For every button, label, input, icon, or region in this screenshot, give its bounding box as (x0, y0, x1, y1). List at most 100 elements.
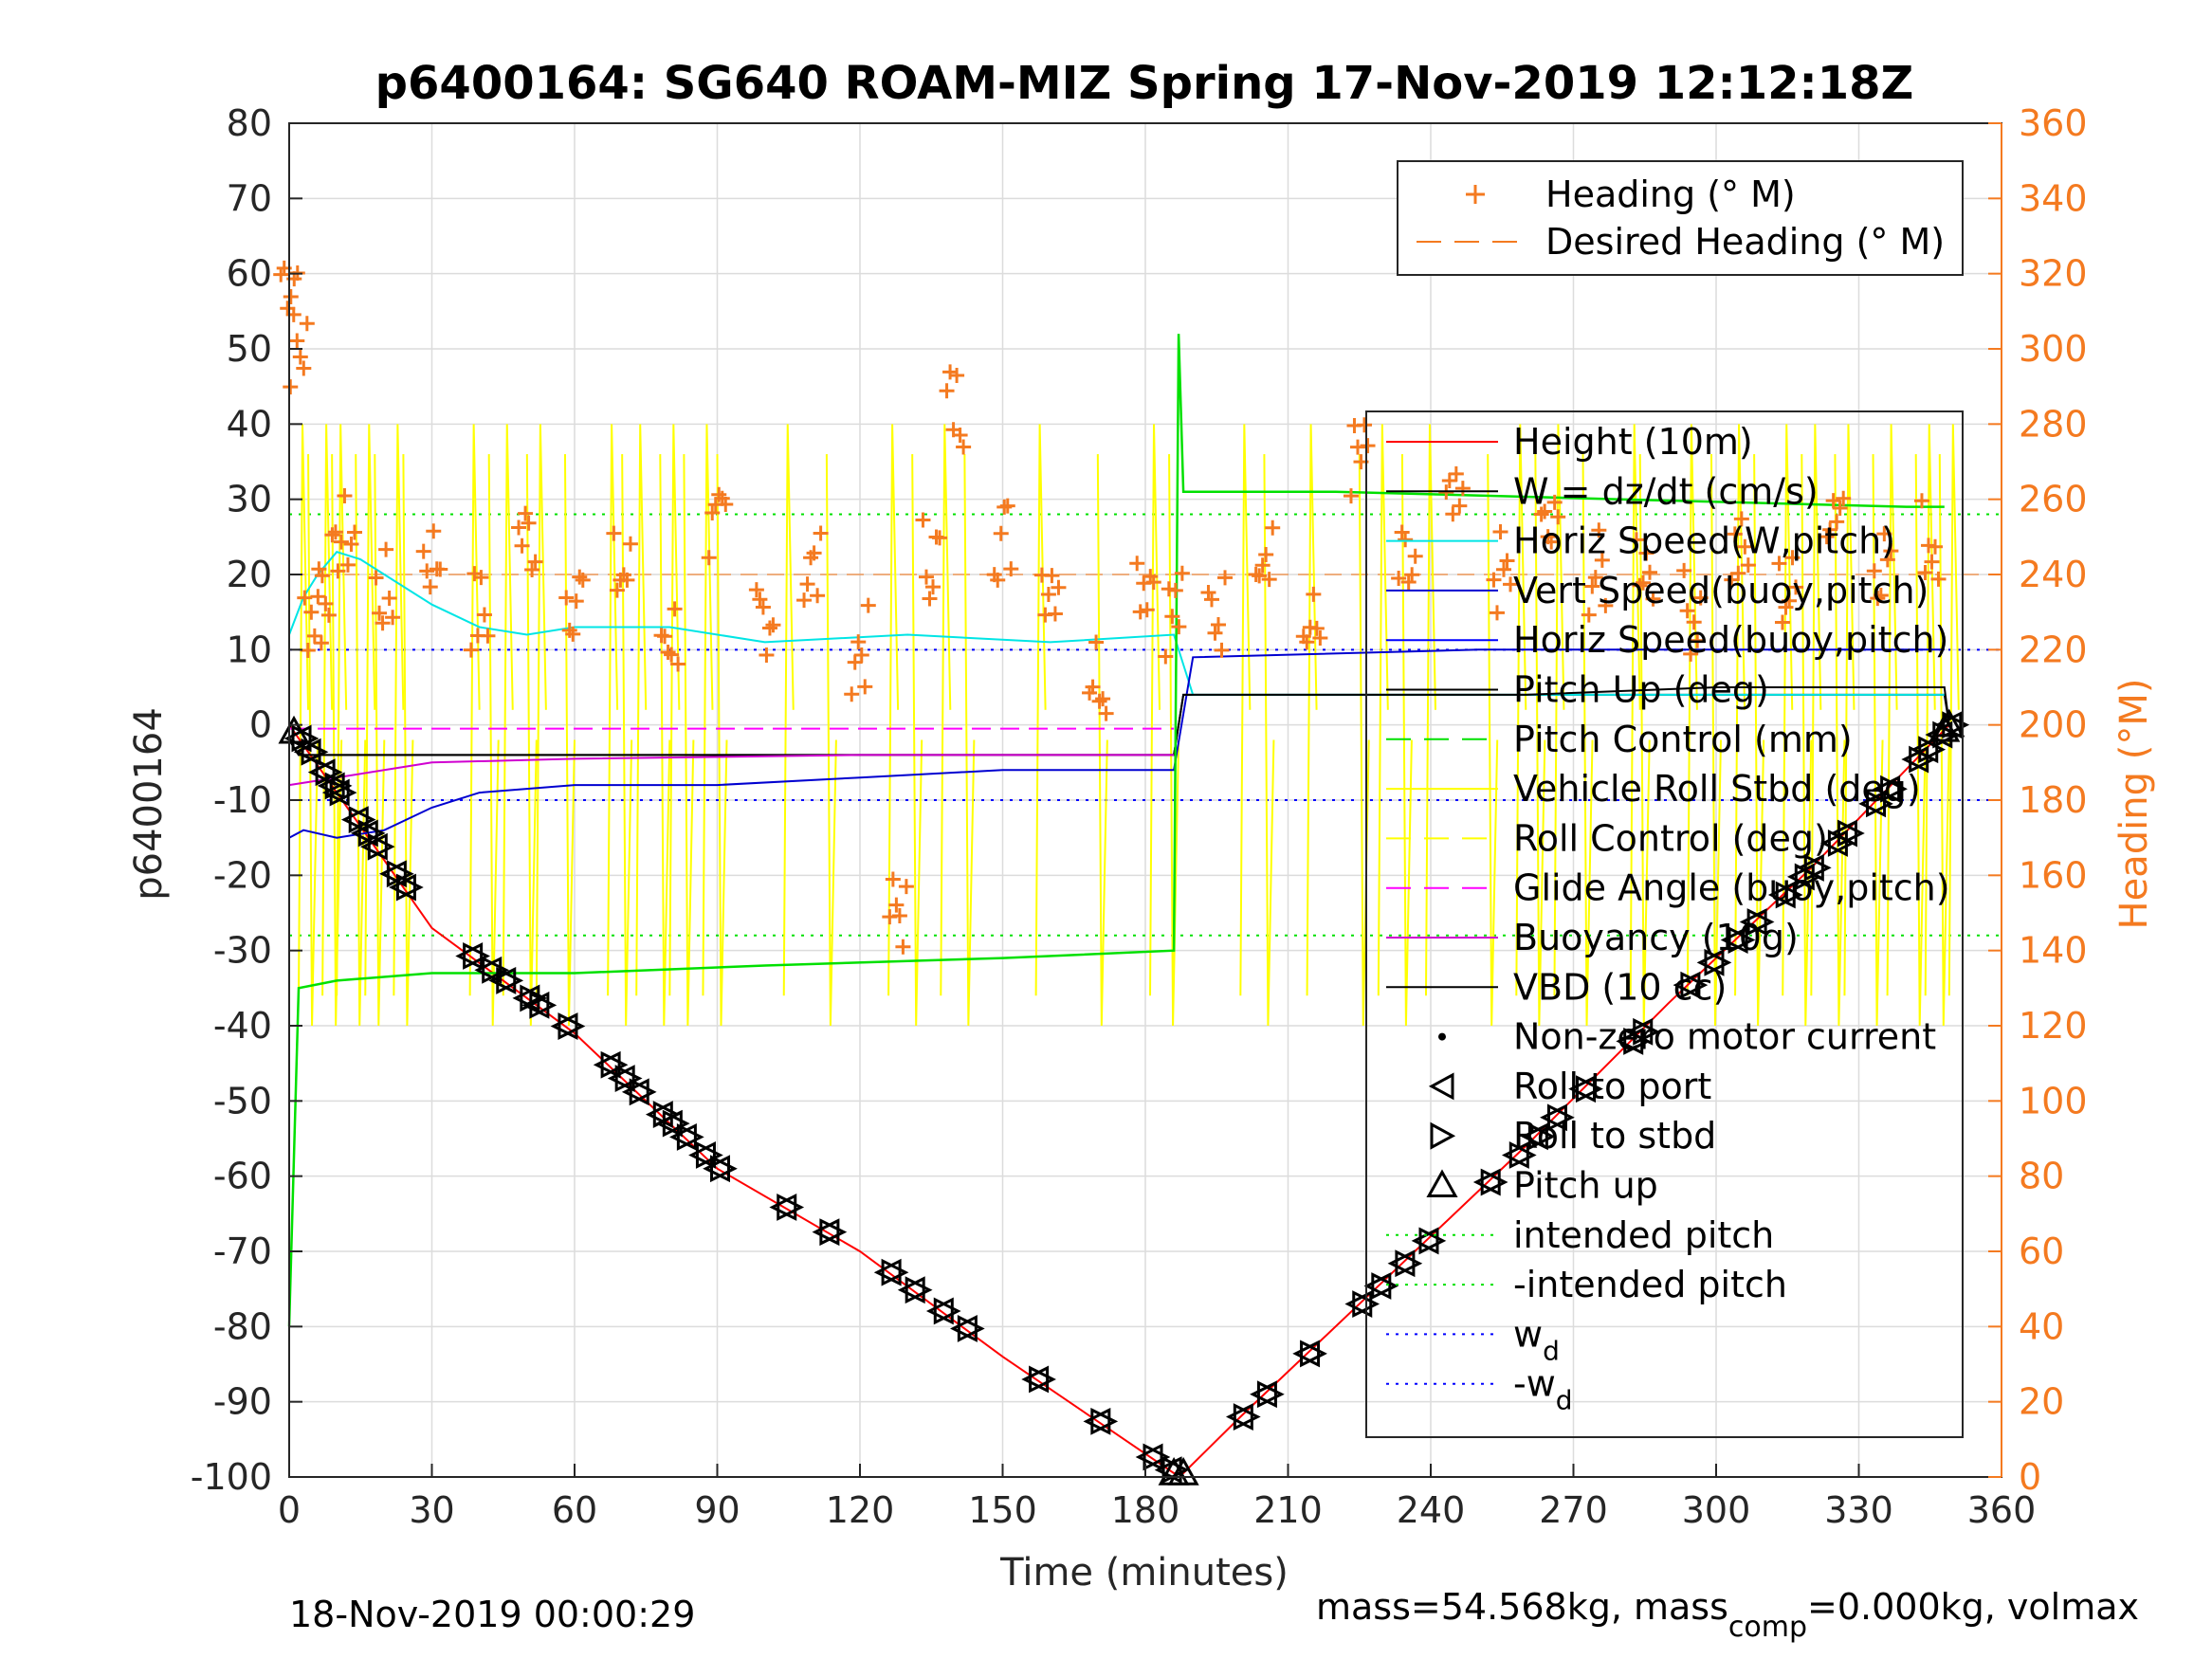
legend-label: Glide Angle (buoy,pitch) (1513, 867, 1950, 909)
legend-label: Non-zero motor current (1513, 1016, 1936, 1058)
heading-point (990, 572, 1006, 588)
roll-spike (1168, 454, 1180, 1027)
roll-spike (1377, 424, 1389, 996)
heading-point (1782, 592, 1798, 609)
y-tick-label-right: 60 (2019, 1231, 2064, 1272)
heading-point (1261, 572, 1277, 588)
roll-port-marker (1796, 853, 1824, 882)
heading-point (1445, 506, 1461, 522)
legend-heading: Heading (° M) Desired Heading (° M) (1397, 160, 1964, 276)
y-tick-label-left: -10 (213, 779, 272, 821)
y-tick-label-right: 260 (2019, 479, 2088, 520)
heading-point (1690, 632, 1706, 648)
heading-point (1088, 634, 1105, 650)
heading-point (1879, 552, 1895, 568)
heading-point (1819, 529, 1835, 545)
roll-spike (1843, 424, 1856, 996)
heading-point (1139, 602, 1155, 618)
heading-point (949, 368, 965, 384)
heading-point (1171, 619, 1187, 635)
roll-stbd-marker (1728, 926, 1756, 954)
y-tick-label-left: 40 (227, 403, 272, 445)
roll-stbd-marker (933, 1297, 961, 1325)
y-tick-label-right: 180 (2019, 779, 2088, 821)
heading-point (1085, 679, 1101, 695)
heading-point (1044, 568, 1060, 584)
heading-point (898, 879, 914, 895)
x-tick-label: 360 (1967, 1489, 2037, 1531)
roll-spike (502, 424, 514, 996)
heading-point (1537, 503, 1553, 520)
roll-stbd-marker (1352, 1290, 1380, 1318)
heading-point (375, 615, 391, 631)
roll-port-marker (1625, 1017, 1654, 1046)
roll-spike (1801, 454, 1813, 1027)
legend-label: intended pitch (1513, 1214, 1774, 1256)
legend-main-box (1365, 410, 1964, 1438)
heading-point (1584, 578, 1600, 594)
roll-stbd-marker (1508, 1141, 1537, 1169)
heading-point (368, 570, 384, 586)
heading-point (1727, 526, 1743, 542)
roll-spike (1239, 424, 1252, 996)
roll-port-marker (350, 819, 378, 848)
heading-point (922, 591, 938, 607)
y-tick-label-right: 200 (2019, 704, 2088, 746)
heading-point (718, 497, 734, 513)
heading-markers (273, 260, 1947, 955)
y-tick-label-right: 40 (2019, 1305, 2064, 1347)
series-line-3 (288, 648, 1945, 839)
y-tick-label-left: 20 (227, 554, 272, 595)
heading-point (511, 520, 527, 536)
roll-port-marker (1739, 908, 1767, 936)
heading-point (1398, 532, 1414, 548)
roll-stbd-marker (529, 991, 558, 1019)
roll-spike (1629, 424, 1641, 996)
roll-port-marker (1696, 948, 1725, 976)
heading-point (1400, 574, 1417, 591)
heading-point (1394, 524, 1410, 540)
heading-point (956, 439, 972, 455)
roll-stbd-marker (395, 873, 424, 902)
roll-port-marker (389, 873, 416, 902)
roll-port-marker (769, 1194, 797, 1221)
roll-stbd-marker (629, 1078, 657, 1106)
heading-point (670, 656, 686, 672)
heading-point (752, 592, 768, 608)
heading-point (857, 679, 873, 695)
heading-point (415, 543, 431, 559)
heading-point (667, 601, 683, 617)
heading-point (1591, 522, 1607, 538)
footer-mass-pre: mass=54.568kg, mass (1316, 1586, 1728, 1628)
heading-point (932, 530, 948, 546)
roll-port-marker (621, 1078, 649, 1106)
axis-ticks: 0 30 60 90 120 150 180 210 240 270 300 330 360807060… (191, 102, 2088, 1531)
heading-point (463, 642, 479, 658)
roll-spike (1424, 424, 1436, 996)
x-tick-label: 150 (968, 1489, 1037, 1531)
heading-point (888, 897, 905, 913)
heading-point (1638, 545, 1654, 561)
heading-point (1917, 564, 1933, 580)
y-tick-label-left: -40 (213, 1005, 272, 1047)
roll-spike (393, 424, 405, 996)
roll-spike (1263, 454, 1275, 1027)
roll-spike (1515, 424, 1527, 996)
legend-label: Pitch Up (deg) (1513, 669, 1769, 711)
roll-spike (525, 454, 538, 1027)
legend-heading-box (1397, 160, 1964, 276)
legend-symbol-roll-stbd (1430, 1121, 1456, 1150)
x-tick-label: 60 (552, 1489, 597, 1531)
roll-stbd-marker (1233, 1403, 1261, 1431)
legend-label: Roll to port (1513, 1066, 1711, 1107)
heading-point (895, 939, 911, 955)
roll-spike (1914, 454, 1927, 1027)
roll-port-marker (359, 832, 388, 861)
footer-mass-post: =0.000kg, volmax (1807, 1586, 2139, 1628)
heading-point (343, 537, 359, 553)
heading-point (1928, 538, 1944, 555)
roll-stbd-marker (315, 758, 343, 787)
roll-port-marker (688, 1141, 716, 1169)
pitch-up-marker (1167, 1456, 1199, 1486)
x-axis-label: Time (minutes) (999, 1551, 1289, 1595)
